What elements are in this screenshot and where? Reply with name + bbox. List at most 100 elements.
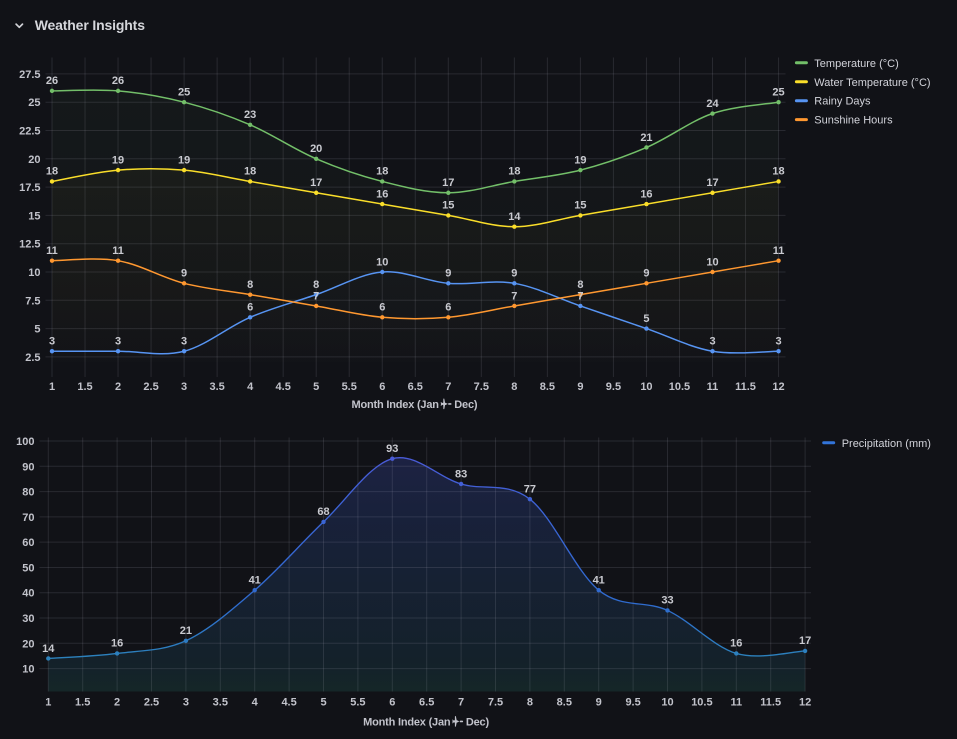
svg-text:Dec): Dec)	[454, 399, 478, 411]
svg-text:17: 17	[310, 177, 322, 189]
svg-text:19: 19	[574, 154, 586, 166]
svg-text:4: 4	[247, 381, 254, 393]
svg-text:12.5: 12.5	[19, 239, 40, 251]
svg-text:41: 41	[249, 575, 261, 587]
svg-text:6: 6	[247, 302, 253, 314]
svg-text:3: 3	[115, 336, 121, 348]
svg-text:18: 18	[46, 166, 58, 178]
svg-text:4.5: 4.5	[281, 697, 296, 709]
svg-text:Month Index (Jan: Month Index (Jan	[352, 399, 440, 411]
svg-text:21: 21	[640, 132, 652, 144]
svg-text:7: 7	[511, 290, 517, 302]
svg-text:3: 3	[183, 697, 189, 709]
svg-text:5: 5	[320, 697, 326, 709]
svg-text:17: 17	[442, 177, 454, 189]
svg-text:90: 90	[22, 461, 34, 473]
svg-text:Rainy Days: Rainy Days	[814, 96, 871, 108]
svg-text:8.5: 8.5	[557, 697, 572, 709]
svg-text:6: 6	[379, 381, 385, 393]
svg-text:20: 20	[22, 638, 34, 650]
svg-text:14: 14	[508, 211, 521, 223]
svg-text:1.5: 1.5	[77, 381, 92, 393]
svg-text:3: 3	[709, 336, 715, 348]
svg-text:6: 6	[379, 302, 385, 314]
svg-text:Temperature (°C): Temperature (°C)	[814, 58, 898, 70]
svg-text:5: 5	[34, 324, 40, 336]
svg-text:16: 16	[376, 188, 388, 200]
svg-text:83: 83	[455, 468, 467, 480]
svg-text:18: 18	[508, 166, 520, 178]
svg-text:8: 8	[577, 279, 583, 291]
svg-text:8.5: 8.5	[540, 381, 555, 393]
svg-text:11: 11	[730, 697, 742, 709]
svg-text:6: 6	[445, 302, 451, 314]
svg-text:18: 18	[244, 166, 256, 178]
svg-text:77: 77	[524, 483, 536, 495]
svg-text:Dec): Dec)	[466, 717, 490, 729]
svg-text:3: 3	[181, 381, 187, 393]
svg-text:8: 8	[247, 279, 253, 291]
svg-text:70: 70	[22, 512, 34, 524]
svg-text:10: 10	[28, 267, 40, 279]
svg-text:18: 18	[376, 166, 388, 178]
svg-text:3: 3	[181, 336, 187, 348]
svg-text:10.5: 10.5	[691, 697, 712, 709]
svg-text:4: 4	[252, 697, 259, 709]
svg-text:7: 7	[577, 290, 583, 302]
svg-text:12: 12	[772, 381, 784, 393]
svg-text:40: 40	[22, 588, 34, 600]
svg-text:8: 8	[313, 279, 319, 291]
svg-text:11.5: 11.5	[735, 381, 756, 393]
svg-text:3: 3	[775, 336, 781, 348]
svg-text:26: 26	[112, 75, 124, 87]
svg-text:11: 11	[46, 245, 58, 257]
svg-text:9: 9	[596, 697, 602, 709]
svg-text:60: 60	[22, 537, 34, 549]
svg-text:15: 15	[574, 200, 586, 212]
svg-text:18: 18	[772, 166, 784, 178]
svg-text:17: 17	[799, 635, 811, 647]
svg-text:9: 9	[445, 268, 451, 280]
svg-text:9: 9	[181, 268, 187, 280]
svg-text:9: 9	[577, 381, 583, 393]
svg-text:20: 20	[310, 143, 322, 155]
svg-text:11.5: 11.5	[760, 697, 781, 709]
svg-text:20: 20	[28, 154, 40, 166]
svg-text:1: 1	[49, 381, 55, 393]
svg-text:2.5: 2.5	[25, 352, 40, 364]
svg-text:6: 6	[389, 697, 395, 709]
svg-text:15: 15	[28, 210, 40, 222]
svg-text:22.5: 22.5	[19, 126, 40, 138]
svg-text:3: 3	[49, 336, 55, 348]
svg-text:1.5: 1.5	[75, 697, 90, 709]
svg-text:93: 93	[386, 443, 398, 455]
svg-text:100: 100	[16, 436, 34, 448]
svg-text:3.5: 3.5	[213, 697, 228, 709]
svg-text:10: 10	[376, 256, 388, 268]
svg-text:10: 10	[640, 381, 652, 393]
svg-text:4.5: 4.5	[276, 381, 291, 393]
svg-text:7.5: 7.5	[488, 697, 503, 709]
svg-text:Water Temperature (°C): Water Temperature (°C)	[814, 77, 930, 89]
svg-text:Month Index (Jan: Month Index (Jan	[363, 717, 451, 729]
svg-text:2: 2	[114, 697, 120, 709]
svg-text:11: 11	[112, 245, 124, 257]
svg-text:Precipitation (mm): Precipitation (mm)	[842, 438, 931, 450]
svg-text:19: 19	[112, 154, 124, 166]
svg-text:16: 16	[730, 638, 742, 650]
svg-text:14: 14	[42, 643, 55, 655]
svg-text:50: 50	[22, 562, 34, 574]
svg-text:12: 12	[799, 697, 811, 709]
svg-text:9.5: 9.5	[606, 381, 621, 393]
svg-text:8: 8	[527, 697, 533, 709]
svg-text:5.5: 5.5	[350, 697, 365, 709]
svg-text:15: 15	[442, 200, 454, 212]
svg-text:7: 7	[313, 290, 319, 302]
svg-text:10: 10	[706, 256, 718, 268]
svg-text:25: 25	[178, 87, 190, 99]
svg-text:25: 25	[772, 87, 784, 99]
svg-text:1: 1	[45, 697, 51, 709]
svg-text:19: 19	[178, 154, 190, 166]
svg-text:30: 30	[22, 613, 34, 625]
svg-text:11: 11	[773, 245, 785, 257]
